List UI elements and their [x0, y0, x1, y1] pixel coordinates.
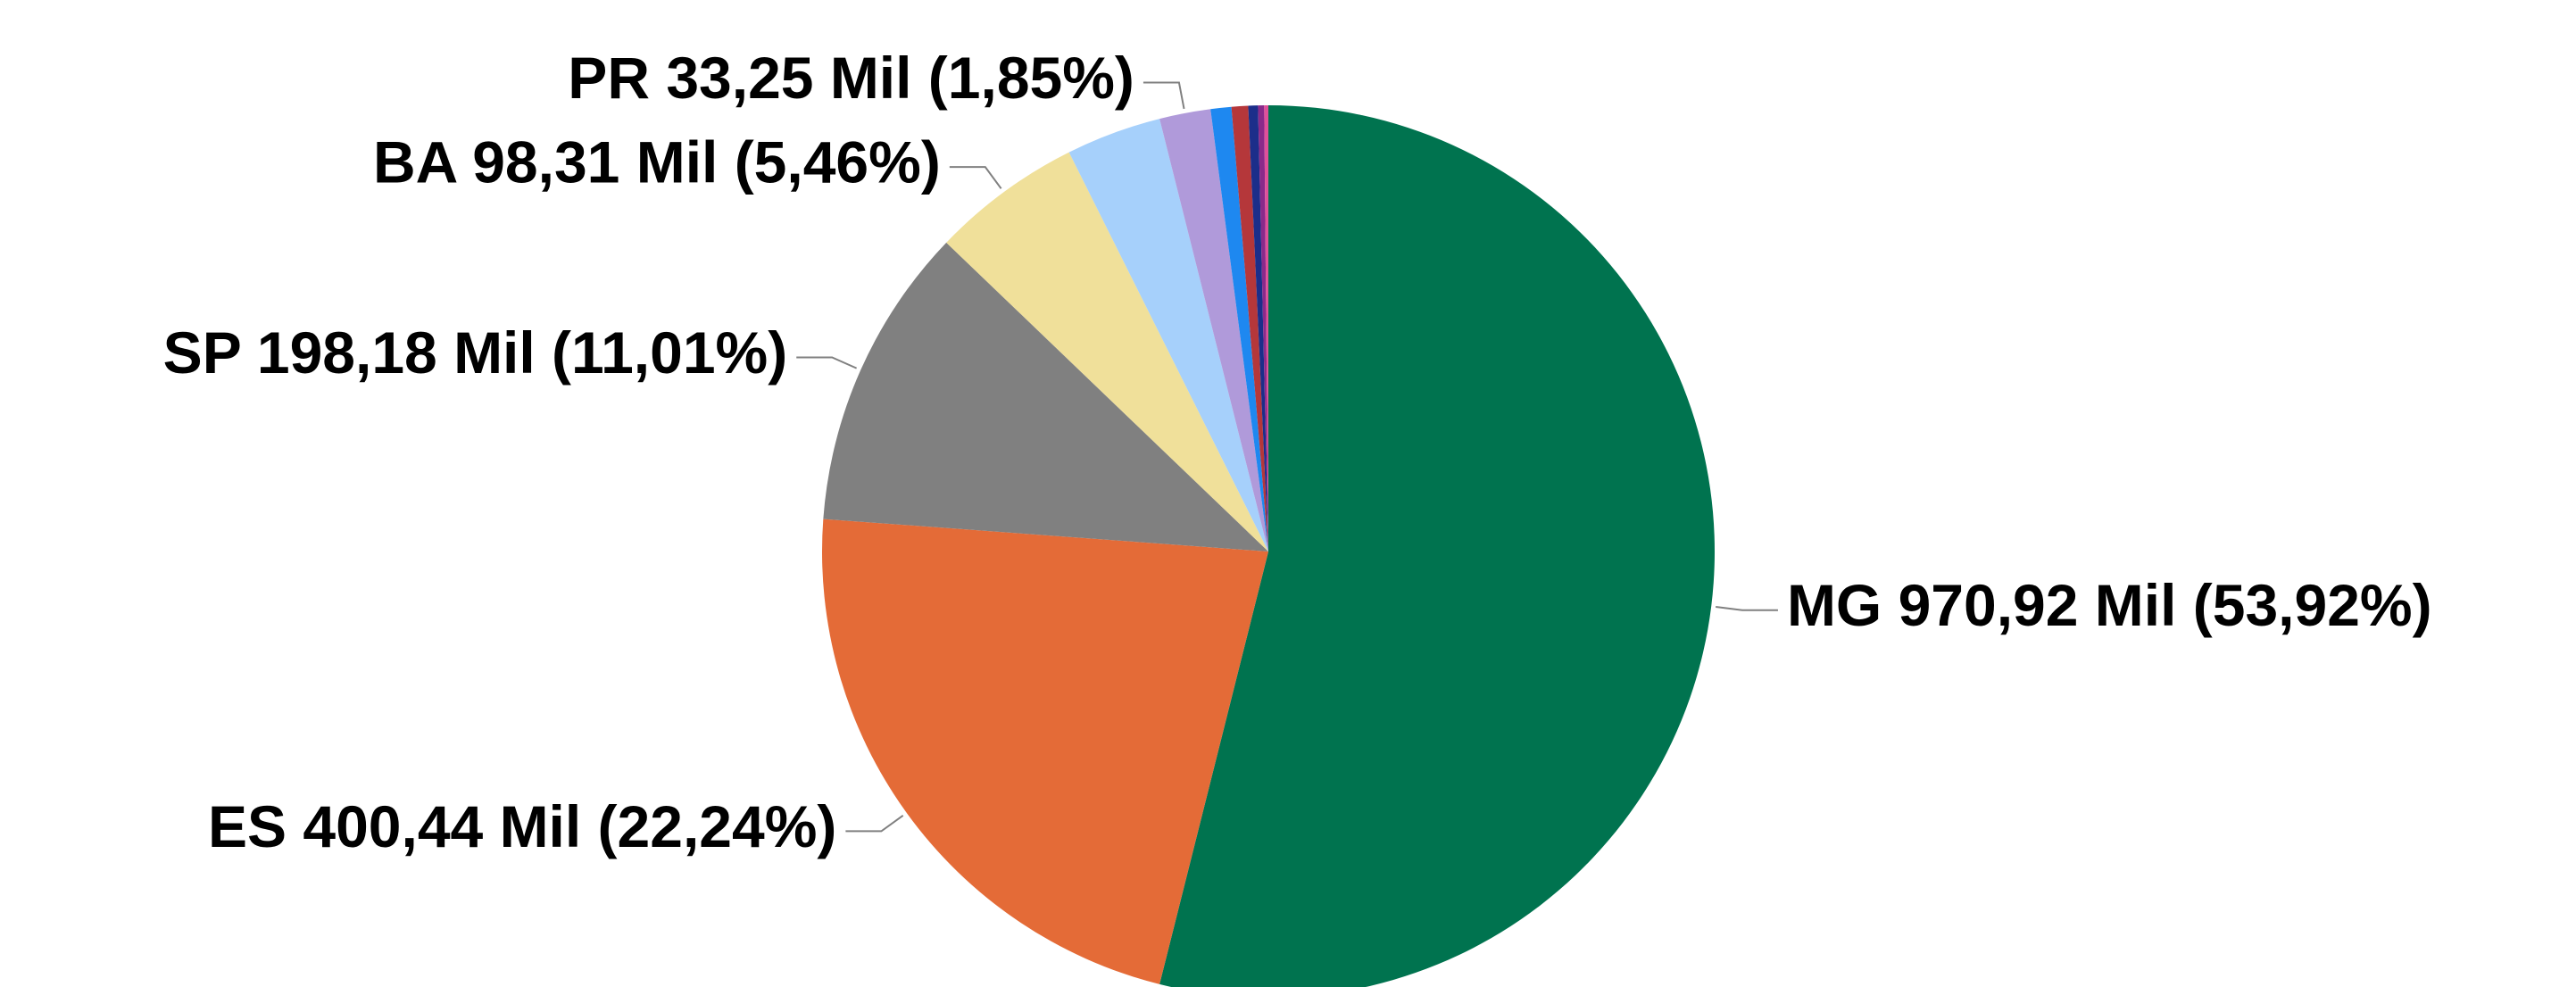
- pie-slice: [1210, 106, 1268, 552]
- data-label: BA 98,31 Mil (5,46%): [373, 129, 941, 195]
- pie-slice: [1068, 119, 1268, 552]
- pie-slice: [1159, 105, 1715, 987]
- pie-slice: [1264, 105, 1268, 552]
- pie-slice: [1231, 105, 1268, 552]
- leader-line: [796, 356, 858, 369]
- leader-line: [845, 814, 904, 833]
- leader-line: [1143, 81, 1185, 110]
- data-label: MG 970,92 Mil (53,92%): [1787, 572, 2432, 638]
- pie-slice: [946, 152, 1268, 552]
- data-label: SP 198,18 Mil (11,01%): [163, 319, 788, 386]
- pie-slice: [1248, 105, 1268, 552]
- pie-slice: [1159, 109, 1268, 552]
- data-label: ES 400,44 Mil (22,24%): [208, 793, 836, 859]
- leader-line: [1716, 606, 1778, 611]
- pie-slice: [1258, 105, 1268, 552]
- leader-line: [949, 166, 1002, 189]
- data-label: PR 33,25 Mil (1,85%): [568, 45, 1134, 111]
- pie-slice: [823, 242, 1268, 552]
- pie-slice: [822, 518, 1268, 984]
